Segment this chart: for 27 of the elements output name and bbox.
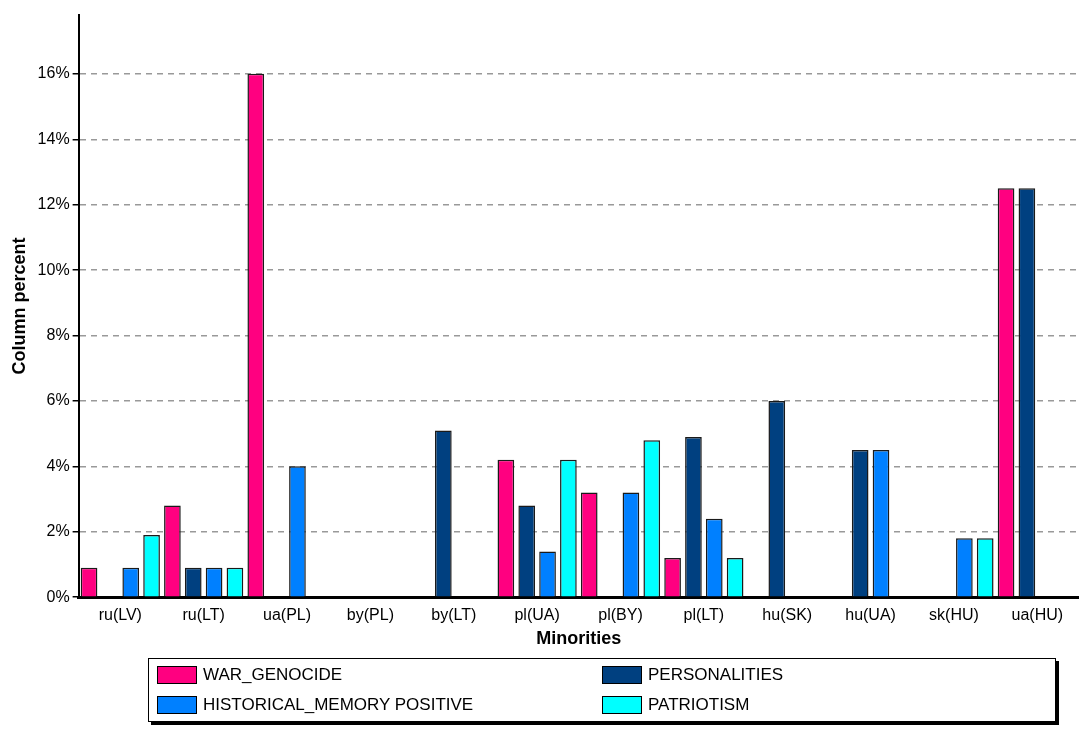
y-tick-label: 8% (46, 325, 70, 343)
y-tick-label: 12% (37, 195, 70, 213)
y-tick-label: 4% (46, 456, 70, 474)
legend-label: PATRIOTISM (648, 695, 750, 715)
x-tick-label: sk(HU) (929, 606, 979, 624)
x-tick-label: pl(LT) (683, 606, 725, 624)
x-tick-label: ru(LV) (98, 606, 142, 624)
x-tick-label: pl(UA) (514, 606, 560, 624)
x-tick-label: by(LT) (431, 606, 477, 624)
y-tick-label: 6% (46, 391, 70, 409)
x-tick-label: pl(BY) (598, 606, 643, 624)
x-tick-label: ua(HU) (1011, 606, 1064, 624)
legend-label: PERSONALITIES (648, 665, 784, 685)
legend-label: WAR_GENOCIDE (203, 665, 343, 685)
y-tick-label: 0% (46, 587, 70, 605)
legend-label: HISTORICAL_MEMORY POSITIVE (203, 695, 474, 715)
x-tick-label: hu(SK) (762, 606, 813, 624)
x-axis-title: Minorities (536, 628, 622, 649)
y-tick-label: 14% (37, 129, 70, 147)
y-axis-title: Column percent (8, 237, 29, 375)
x-tick-label: ua(PL) (263, 606, 312, 624)
y-tick-label: 2% (46, 522, 70, 540)
x-tick-label: by(PL) (346, 606, 394, 624)
x-tick-label: hu(UA) (845, 606, 896, 624)
x-tick-label: ru(LT) (182, 606, 225, 624)
y-tick-label: 16% (37, 64, 70, 82)
y-tick-label: 10% (37, 260, 70, 278)
